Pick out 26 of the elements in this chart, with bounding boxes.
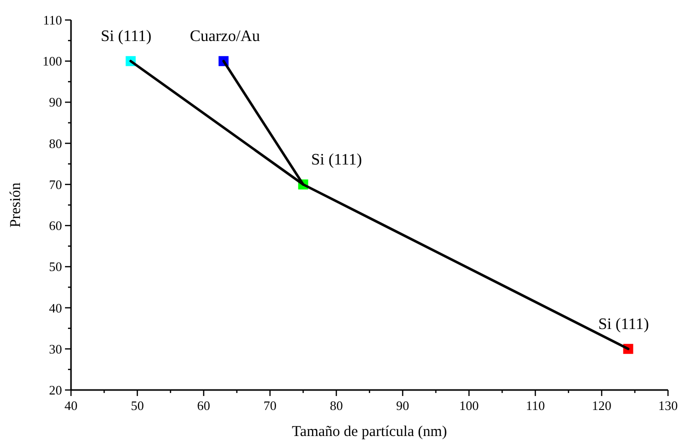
y-tick-label: 100 [42,54,62,69]
y-tick-label: 90 [49,94,62,110]
x-tick-label: 80 [330,398,343,413]
annotation: Si (111) [311,151,362,168]
annotation: Cuarzo/Au [190,28,260,46]
y-tick-label: 110 [42,12,62,28]
x-tick-label: 40 [64,398,78,413]
x-tick-label: 70 [264,398,276,413]
x-tick-label: 60 [197,398,210,413]
y-tick-label: 80 [49,136,62,151]
annotation: Si (111) [598,316,650,333]
x-axis-title: Tamaño de partícula (nm) [292,424,448,440]
x-tick-label: 50 [130,398,144,413]
y-tick-label: 70 [49,176,62,192]
y-tick-label: 40 [49,300,62,316]
y-tick-label: 60 [49,218,62,234]
y-tick-label: 30 [49,341,62,356]
annotation: Si (111) [100,28,152,46]
x-tick-label: 110 [526,398,545,413]
y-axis-title: Presión [8,182,24,228]
y-tick-label: 50 [49,259,62,274]
y-tick-label: 20 [49,382,62,398]
x-tick-label: 90 [396,398,410,413]
x-tick-label: 130 [658,398,678,413]
x-tick-label: 120 [592,398,612,413]
x-tick-label: 100 [459,398,479,413]
